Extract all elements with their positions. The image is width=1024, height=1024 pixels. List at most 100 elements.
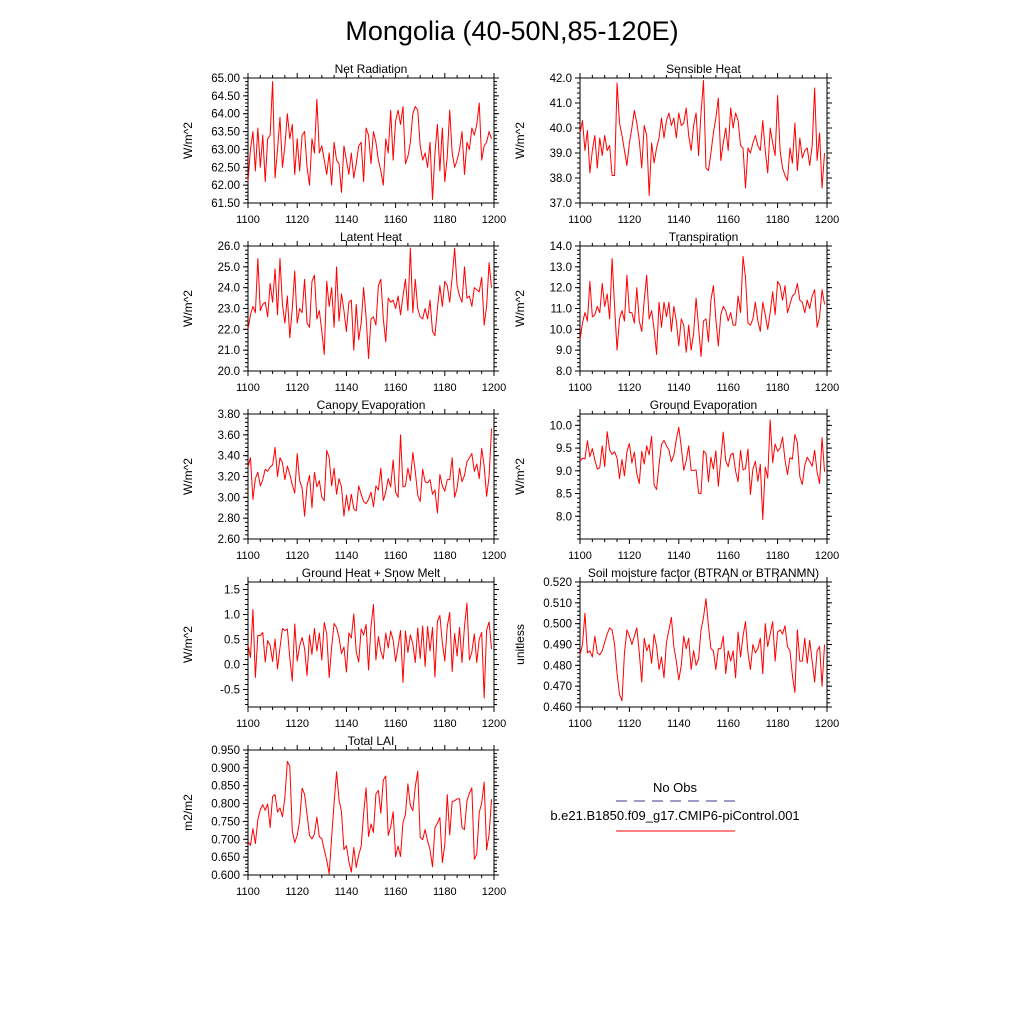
y-axis-label: m2/m2 [181,794,195,831]
y-tick-label: 10.0 [550,324,572,336]
y-tick-label: 61.50 [211,198,240,210]
y-axis-label: W/m^2 [513,290,527,327]
y-tick-label: 0.5 [224,635,240,647]
y-axis-label: W/m^2 [181,122,195,159]
chart-panel-3: Latent Heat W/m^2 1100 1120 1140 1160 1180 1200… [181,230,506,394]
y-tick-label: 9.5 [556,443,572,455]
x-tick-label: 1120 [285,886,309,898]
y-tick-label: 0.600 [211,870,240,882]
x-tick-label: 1120 [618,550,642,562]
y-axis-label: W/m^2 [513,458,527,495]
y-tick-label: 0.480 [543,660,572,672]
x-tick-label: 1140 [335,214,359,226]
y-tick-label: 64.00 [211,109,240,121]
y-tick-label: 38.0 [550,173,572,185]
y-tick-label: 64.50 [211,91,240,103]
y-tick-label: 23.0 [218,304,240,316]
x-tick-label: 1160 [716,550,740,562]
y-tick-label: 2.80 [218,513,240,525]
panel-title: Canopy Evaporation [317,398,426,412]
x-tick-label: 1180 [433,382,457,394]
x-tick-label: 1160 [716,214,740,226]
x-tick-label: 1140 [335,382,359,394]
y-tick-label: 22.0 [218,324,240,336]
x-tick-label: 1140 [335,718,359,730]
series-line [247,602,493,699]
x-tick-label: 1120 [285,382,309,394]
x-tick-label: 1140 [667,382,691,394]
x-tick-label: 1180 [433,214,457,226]
panel-title: Transpiration [669,230,739,244]
x-tick-label: 1160 [716,718,740,730]
chart-panel-2: Sensible Heat W/m^2 1100 1120 1140 1160 1180 12… [513,62,839,226]
y-tick-label: 1.0 [224,610,240,622]
y-tick-label: 0.800 [211,799,240,811]
y-tick-label: 2.60 [218,534,240,546]
chart-panel-6: Ground Evaporation W/m^2 1100 1120 1140 1160 1… [513,398,839,562]
series-line [247,428,493,517]
series-line [579,255,826,357]
x-tick-label: 1200 [482,886,506,898]
x-tick-label: 1100 [236,886,260,898]
x-tick-label: 1100 [236,718,260,730]
x-tick-label: 1120 [285,550,309,562]
y-tick-label: 8.0 [556,366,572,378]
x-tick-label: 1140 [667,718,691,730]
y-tick-label: 21.0 [218,345,240,357]
x-tick-label: 1200 [482,550,506,562]
y-tick-label: 14.0 [550,241,572,253]
y-tick-label: 3.60 [218,430,240,442]
x-tick-label: 1120 [285,718,309,730]
x-tick-label: 1180 [766,718,790,730]
chart-panel-8: Soil moisture factor (BTRAN or BTRANMN) u… [513,566,839,730]
y-tick-label: 0.510 [543,598,572,610]
y-tick-label: 63.00 [211,144,240,156]
chart-panel-1: Net Radiation W/m^2 1100 1120 1140 1160 1180 12… [181,62,506,226]
series-line [579,598,826,702]
x-tick-label: 1100 [568,214,592,226]
x-tick-label: 1140 [667,550,691,562]
panel-title: Ground Heat + Snow Melt [302,566,441,580]
panel-title: Soil moisture factor (BTRAN or BTRANMN) [588,566,819,580]
x-tick-label: 1200 [815,550,839,562]
x-tick-label: 1120 [618,718,642,730]
y-tick-label: 24.0 [218,283,240,295]
y-tick-label: 0.490 [543,640,572,652]
y-tick-label: 65.00 [211,73,240,85]
x-tick-label: 1160 [384,718,408,730]
x-tick-label: 1100 [236,550,260,562]
x-tick-label: 1200 [482,718,506,730]
x-tick-label: 1200 [482,214,506,226]
panel-title: Ground Evaporation [650,398,757,412]
x-tick-label: 1160 [384,382,408,394]
y-tick-label: 0.460 [543,702,572,714]
legend-obs-label: No Obs [653,780,698,795]
y-tick-label: 0.520 [543,577,572,589]
y-tick-label: -0.5 [220,685,240,697]
y-tick-label: 0.500 [543,619,572,631]
x-tick-label: 1180 [766,382,790,394]
y-tick-label: 9.0 [556,345,572,357]
chart-panel-9: Total LAI m2/m2 1100 1120 1140 1160 1180 1200 0.… [181,734,506,898]
y-tick-label: 13.0 [550,262,572,274]
y-tick-label: 1.5 [224,585,240,597]
y-tick-label: 0.900 [211,763,240,775]
y-tick-label: 0.850 [211,781,240,793]
x-tick-label: 1100 [236,214,260,226]
y-tick-label: 12.0 [550,283,572,295]
x-tick-label: 1100 [568,550,592,562]
x-tick-label: 1180 [433,550,457,562]
y-tick-label: 10.0 [550,420,572,432]
y-tick-label: 3.20 [218,472,240,484]
y-tick-label: 37.0 [550,198,572,210]
chart-panel-4: Transpiration W/m^2 1100 1120 1140 1160 1180 12… [513,230,839,394]
x-tick-label: 1100 [568,718,592,730]
y-tick-label: 3.00 [218,492,240,504]
legend: No Obs b.e21.B1850.f09_g17.CMIP6-piContr… [550,780,800,832]
chart-panel-5: Canopy Evaporation W/m^2 1100 1120 1140 1160 1… [181,398,506,562]
legend-model-label: b.e21.B1850.f09_g17.CMIP6-piControl.001 [550,808,799,823]
y-tick-label: 41.0 [550,98,572,110]
chart-panel-7: Ground Heat + Snow Melt W/m^2 1100 1120 1140… [181,566,506,730]
